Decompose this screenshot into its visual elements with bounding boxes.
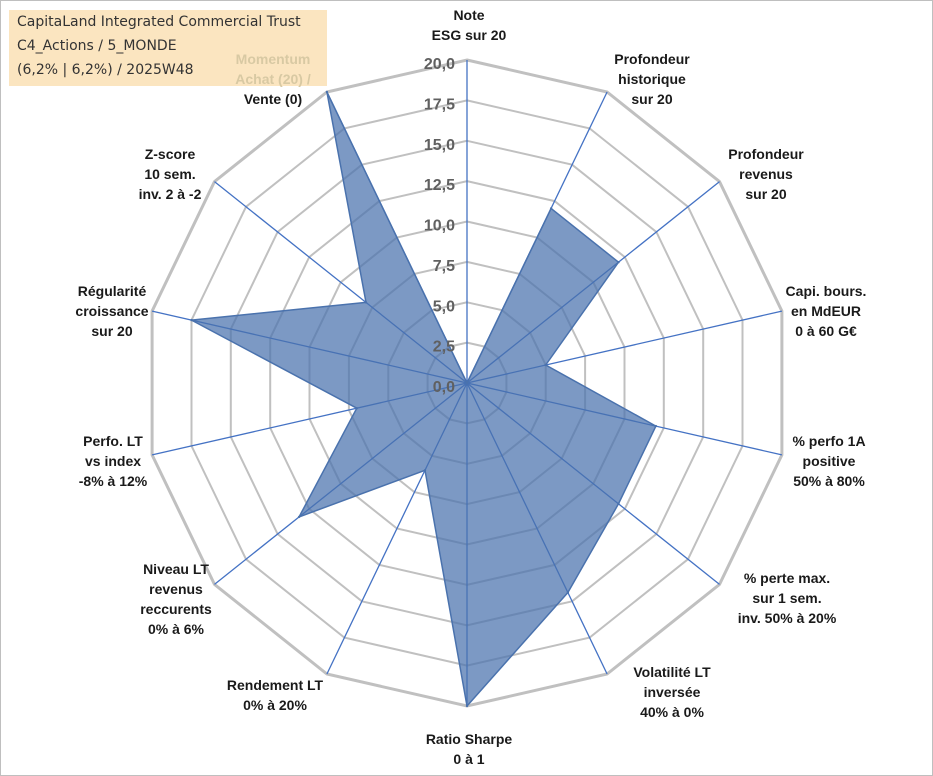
- category-label-line: historique: [618, 71, 686, 87]
- category-label-line: sur 20: [631, 91, 672, 107]
- category-label-line: Capi. bours.: [786, 283, 867, 299]
- data-point: [325, 90, 329, 94]
- category-label-line: ESG sur 20: [432, 27, 507, 43]
- category-label: Z-score 10 sem. inv. 2 à -2: [139, 146, 202, 202]
- category-label-line: Achat (20) /: [235, 71, 311, 87]
- category-label: Volatilité LT inversée 40% à 0%: [633, 664, 711, 720]
- category-label-line: Note: [453, 7, 484, 23]
- category-label: Profondeur revenus sur 20: [728, 146, 804, 202]
- category-label-line: 40% à 0%: [640, 704, 704, 720]
- tick-label: 10,0: [424, 218, 455, 235]
- category-label-line: revenus: [739, 166, 793, 182]
- category-label-line: Z-score: [145, 146, 196, 162]
- category-label: Perfo. LT vs index -8% à 12%: [79, 433, 148, 489]
- category-label: Momentum Achat (20) / Vente (0): [235, 51, 311, 107]
- category-label-line: Perfo. LT: [83, 433, 143, 449]
- category-label: % perte max. sur 1 sem. inv. 50% à 20%: [738, 570, 837, 626]
- category-label-line: 0 à 60 G€: [795, 323, 857, 339]
- category-label-line: inversée: [644, 684, 701, 700]
- category-label-line: vs index: [85, 453, 141, 469]
- category-label-line: inv. 50% à 20%: [738, 610, 837, 626]
- weight-period-label: (6,2% | 6,2%) / 2025W48: [17, 62, 194, 78]
- data-point: [364, 301, 368, 304]
- tick-label: 17,5: [424, 96, 455, 113]
- category-label-line: Ratio Sharpe: [426, 731, 513, 747]
- tick-label: 15,0: [424, 137, 455, 154]
- category-label: Ratio Sharpe 0 à 1: [426, 731, 513, 767]
- data-point: [617, 502, 620, 505]
- data-point: [465, 704, 469, 708]
- category-label-line: -8% à 12%: [79, 473, 148, 489]
- tick-label: 2,5: [433, 339, 455, 356]
- category-label: Profondeur historique sur 20: [614, 51, 690, 107]
- category-label: Niveau LT revenus reccurents 0% à 6%: [140, 561, 212, 637]
- category-label: Capi. bours. en MdEUR 0 à 60 G€: [786, 283, 867, 339]
- category-label: % perfo 1A positive 50% à 80%: [792, 433, 865, 489]
- category-label-line: Profondeur: [614, 51, 690, 67]
- data-point: [617, 261, 620, 264]
- tick-label: 0,0: [433, 379, 455, 396]
- data-point: [355, 407, 358, 410]
- category-label-line: Rendement LT: [227, 677, 324, 693]
- category-label-line: croissance: [75, 303, 148, 319]
- category-label-line: reccurents: [140, 601, 212, 617]
- category-label-line: 0% à 6%: [148, 621, 205, 637]
- category-label-line: en MdEUR: [791, 303, 861, 319]
- category-label-line: inv. 2 à -2: [139, 186, 202, 202]
- category-label-line: sur 20: [91, 323, 132, 339]
- category-label: Rendement LT 0% à 20%: [227, 677, 324, 713]
- category-label-line: % perfo 1A: [792, 433, 865, 449]
- category-label: Régularité croissance sur 20: [75, 283, 148, 339]
- category-label-line: sur 1 sem.: [752, 590, 821, 606]
- data-point: [465, 381, 469, 385]
- tick-label: 7,5: [433, 258, 455, 275]
- data-point: [654, 424, 658, 428]
- tick-label: 12,5: [424, 177, 455, 194]
- data-point: [549, 207, 553, 210]
- category-label-line: Niveau LT: [143, 561, 209, 577]
- category-label-line: Vente (0): [244, 91, 302, 107]
- category-label-line: 0% à 20%: [243, 697, 307, 713]
- data-point: [423, 469, 427, 472]
- category-label-line: positive: [803, 453, 856, 469]
- data-point: [566, 591, 570, 594]
- category-label-line: Régularité: [78, 283, 147, 299]
- company-name: CapitaLand Integrated Commercial Trust: [17, 14, 301, 30]
- category-label-line: Volatilité LT: [633, 664, 711, 680]
- category-label-line: 10 sem.: [144, 166, 195, 182]
- category-label: Note ESG sur 20: [432, 7, 507, 43]
- data-point: [544, 363, 547, 367]
- tick-label: 5,0: [433, 298, 455, 315]
- tick-label: 20,0: [424, 56, 455, 73]
- category-label-line: Profondeur: [728, 146, 804, 162]
- category-label-line: sur 20: [745, 186, 786, 202]
- category-label-line: 50% à 80%: [793, 473, 865, 489]
- category-label-line: 0 à 1: [453, 751, 484, 767]
- portfolio-label: C4_Actions / 5_MONDE: [17, 38, 177, 54]
- data-point: [297, 515, 301, 519]
- data-point: [190, 318, 193, 322]
- category-label-line: Momentum: [236, 51, 311, 67]
- category-label-line: revenus: [149, 581, 203, 597]
- info-box: CapitaLand Integrated Commercial Trust C…: [9, 10, 327, 86]
- category-label-line: % perte max.: [744, 570, 830, 586]
